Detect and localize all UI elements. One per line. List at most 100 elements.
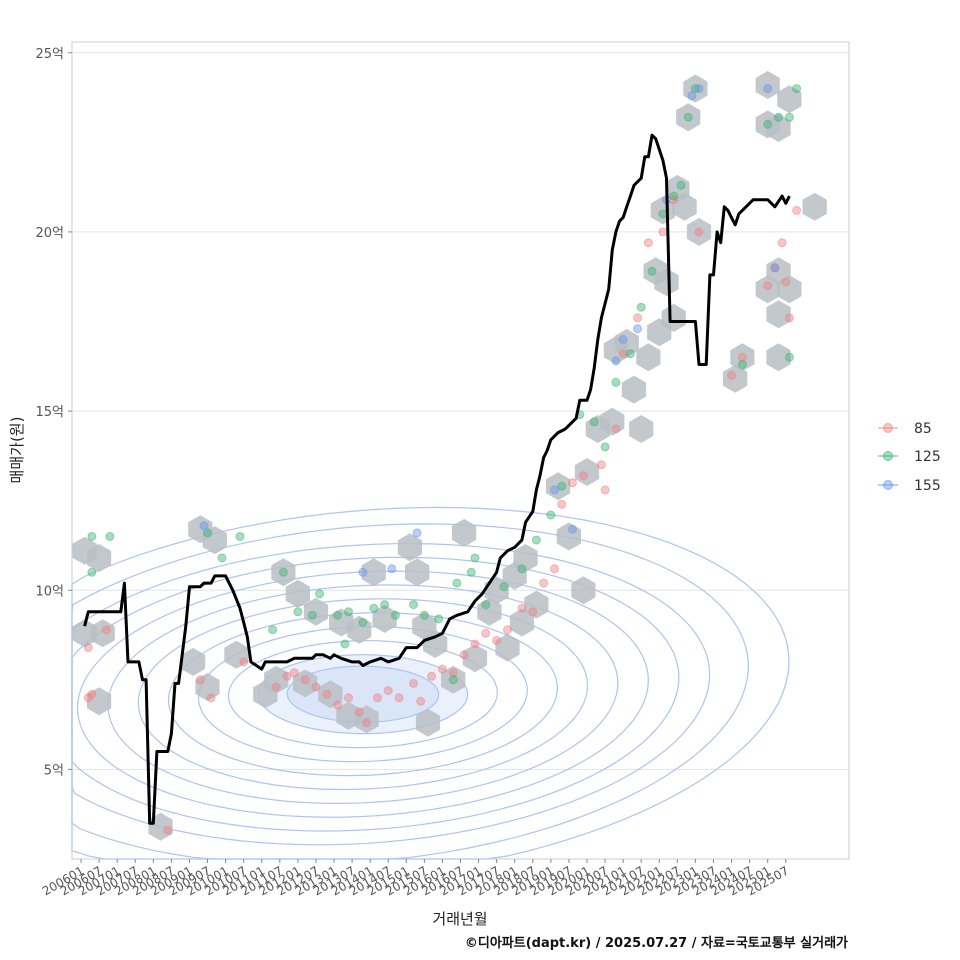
point-125 [611, 377, 621, 387]
hexbin-cell [462, 644, 488, 673]
point-85 [643, 238, 653, 248]
hexbin-cell [686, 217, 712, 246]
hexbin-cell [766, 343, 791, 372]
legend-item-155: 155 [878, 478, 941, 494]
point-85 [470, 639, 480, 649]
point-85 [694, 227, 704, 237]
point-85 [633, 313, 643, 323]
point-125 [676, 180, 686, 190]
hexbin-cell [556, 522, 581, 551]
point-155 [694, 84, 704, 94]
point-125 [784, 112, 794, 122]
hexbin-cell [264, 665, 289, 694]
y-axis-ticks: 5억 10억 15억 20억 25억 [35, 47, 72, 778]
point-155 [618, 334, 628, 344]
point-125 [557, 481, 567, 491]
legend-label-85: 85 [914, 421, 932, 437]
density-contour [76, 570, 649, 818]
point-125 [466, 567, 476, 577]
point-85 [409, 678, 418, 688]
hexbin-cell [285, 579, 310, 608]
hexbin-cell [730, 343, 755, 372]
hexbin-cell [423, 630, 448, 658]
legend: 85 125 155 [878, 421, 941, 494]
density-contour [137, 598, 589, 791]
point-125 [636, 302, 646, 312]
point-125 [792, 84, 802, 94]
plot-panel [71, 41, 850, 860]
point-85 [781, 277, 791, 287]
point-85 [528, 607, 538, 617]
point-layer [83, 84, 802, 835]
hexbin-cell [509, 608, 535, 637]
point-85 [596, 460, 606, 470]
point-125 [409, 600, 418, 610]
y-tick-label: 20억 [35, 226, 64, 241]
grid-lines [72, 52, 849, 770]
point-85 [437, 664, 447, 674]
hexbin-cell [372, 604, 397, 633]
hexbin-cell [224, 640, 249, 669]
point-125 [600, 442, 610, 452]
point-85 [163, 825, 173, 835]
point-85 [83, 693, 93, 703]
legend-item-125: 125 [878, 449, 941, 465]
point-125 [344, 607, 353, 617]
point-125 [434, 614, 444, 624]
point-85 [784, 313, 794, 323]
point-125 [763, 119, 773, 129]
point-125 [481, 600, 491, 610]
point-85 [372, 693, 382, 703]
point-155 [611, 356, 621, 366]
hexbin-cell [513, 544, 538, 572]
legend-dot-85 [883, 423, 893, 433]
point-85 [618, 349, 628, 359]
point-85 [394, 693, 404, 703]
trend-line [83, 133, 791, 825]
point-85 [658, 227, 668, 237]
point-125 [278, 567, 288, 577]
point-125 [470, 553, 480, 563]
point-125 [419, 610, 429, 620]
hexbin-cell [87, 544, 112, 572]
point-125 [315, 589, 325, 599]
point-125 [105, 532, 115, 541]
hexbin-cell [672, 192, 697, 221]
point-85 [792, 205, 802, 215]
y-tick-label: 10억 [35, 584, 64, 599]
hexbin-cell [405, 558, 430, 587]
point-85 [481, 628, 491, 638]
hexbin-cell [477, 597, 502, 626]
point-125 [517, 564, 527, 574]
hexbin-cell [361, 558, 386, 587]
point-125 [589, 417, 599, 427]
point-85 [448, 668, 458, 678]
hexbin-cell [452, 518, 477, 547]
hexbin-cell [202, 526, 227, 555]
point-155 [387, 564, 397, 574]
point-125 [737, 360, 747, 369]
point-85 [777, 238, 787, 248]
hexbin-cell [87, 687, 112, 716]
point-85 [83, 643, 93, 653]
point-125 [774, 112, 783, 122]
point-85 [578, 471, 588, 481]
y-axis-title: 매매가(원) [8, 417, 26, 484]
hexbin-cell [347, 615, 372, 644]
point-125 [87, 567, 97, 577]
point-125 [625, 349, 635, 359]
point-125 [268, 625, 278, 635]
point-125 [448, 675, 458, 685]
point-85 [503, 625, 512, 635]
legend-label-125: 125 [914, 449, 941, 465]
point-85 [101, 625, 111, 635]
hexbin-cell [766, 300, 791, 329]
point-85 [517, 603, 527, 613]
hexbin-cell [661, 303, 686, 332]
hexbin-cell [524, 590, 549, 619]
point-125 [369, 603, 379, 613]
hexbin-cell [571, 576, 596, 605]
point-125 [499, 582, 509, 592]
point-125 [669, 191, 679, 201]
